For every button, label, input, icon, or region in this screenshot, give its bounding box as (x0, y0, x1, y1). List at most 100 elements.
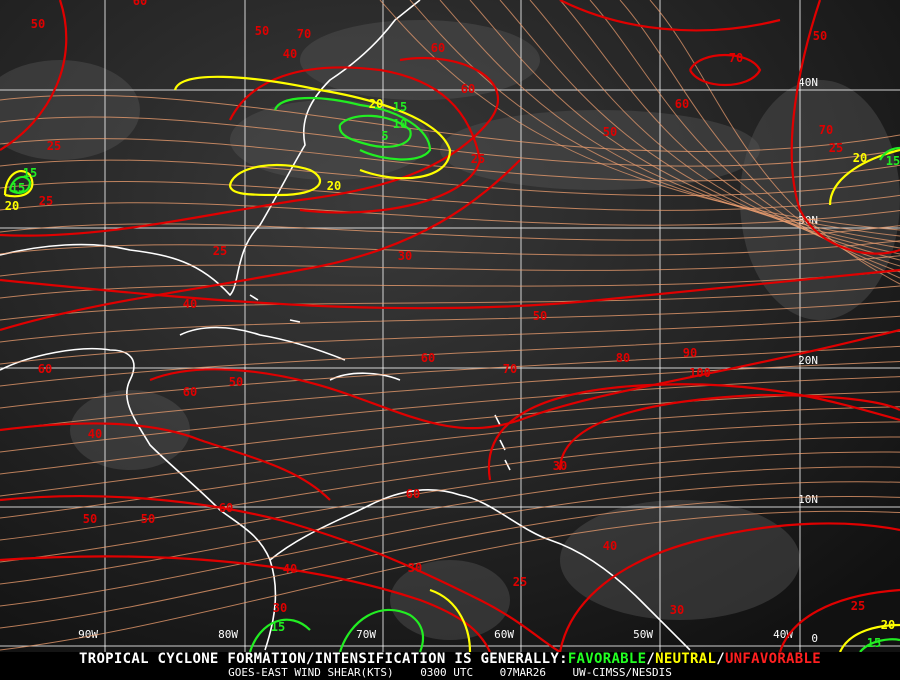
contour-label: 60 (461, 82, 475, 96)
contour-line-favorable (338, 114, 412, 148)
contour-line-neutral (838, 623, 900, 653)
contour-label: 25 (47, 139, 61, 153)
longitude-label: 70W (356, 628, 376, 641)
cloud (560, 500, 800, 620)
contour-label: 50 (813, 29, 827, 43)
contour-label: 25 (39, 194, 53, 208)
contour-label: 50 (255, 24, 269, 38)
contour-line-favorable (338, 608, 425, 653)
contour-line-neutral (173, 75, 452, 180)
shear-contours (0, 0, 900, 653)
contour-line-unfavorable (689, 53, 762, 87)
contour-label: 25 (851, 599, 865, 613)
streamline (0, 94, 900, 153)
contour-label: 50 (533, 309, 547, 323)
contour-line-unfavorable (0, 159, 521, 332)
streamline (0, 315, 900, 365)
legend-favorable: FAVORABLE (567, 651, 647, 667)
longitude-label: 40W (773, 628, 793, 641)
cloud (70, 390, 190, 470)
contour-line-unfavorable (229, 66, 482, 214)
contour-label: 5 (381, 129, 388, 143)
contour-label: 30 (398, 249, 412, 263)
legend-neutral: NEUTRAL (655, 651, 717, 667)
streamline (0, 285, 900, 321)
caption: TROPICAL CYCLONE FORMATION/INTENSIFICATI… (0, 652, 900, 680)
contour-line-unfavorable (559, 0, 781, 32)
contour-line-favorable (859, 638, 900, 653)
contour-label: 20 (881, 618, 895, 632)
streamline (0, 159, 900, 197)
contour-label: 15 (867, 636, 881, 650)
contour-line-favorable (248, 618, 311, 653)
contour-line-unfavorable (0, 422, 331, 501)
coastline (179, 294, 401, 381)
latitude-label: 10N (798, 493, 818, 506)
contour-line-unfavorable (0, 268, 900, 310)
streamline (0, 138, 900, 182)
cloud-layer (0, 20, 900, 640)
cloud (300, 20, 540, 100)
coastline (269, 489, 691, 651)
contour-line-unfavorable (778, 588, 900, 653)
product-time: 0300 UTC (420, 666, 474, 679)
contour-line-neutral (228, 163, 322, 197)
streamline (0, 255, 900, 277)
streamline (0, 376, 900, 453)
contour-label: 50 (229, 375, 243, 389)
streamline (0, 202, 900, 226)
contour-line-unfavorable (790, 0, 900, 255)
contour-line-unfavorable (0, 555, 492, 653)
caption-info-line: GOES-EAST WIND SHEAR(KTS) 0300 UTC 07MAR… (0, 667, 900, 679)
longitude-label: 80W (218, 628, 238, 641)
contour-label: 60 (431, 41, 445, 55)
streamline (0, 481, 900, 607)
latitude-label: 40N (798, 76, 818, 89)
contour-label: 60 (183, 385, 197, 399)
streamline (0, 223, 900, 241)
streamline (0, 510, 900, 651)
contour-line-favorable (8, 175, 32, 194)
contour-label: 40 (603, 539, 617, 553)
contour-label: 50 (31, 17, 45, 31)
contour-label: 60 (675, 97, 689, 111)
legend-separator: / (646, 651, 656, 667)
contour-line-unfavorable (0, 56, 499, 237)
contour-line-unfavorable (0, 0, 68, 151)
streamline (0, 116, 900, 167)
contour-label: 20 (5, 199, 19, 213)
streamline (0, 345, 900, 409)
streamline (0, 421, 900, 519)
contour-label: 15 (11, 181, 25, 195)
streamline (0, 270, 900, 299)
contour-label: 100 (689, 366, 711, 380)
contour-line-unfavorable (0, 495, 561, 653)
legend-unfavorable: UNFAVORABLE (724, 651, 821, 667)
product-name: GOES-EAST WIND SHEAR(KTS) (228, 666, 394, 679)
contour-line-neutral (828, 148, 900, 206)
contour-label: 70 (503, 362, 517, 376)
contour-label: 15 (271, 620, 285, 634)
streamline (0, 496, 900, 629)
streamline (0, 391, 900, 475)
contour-label: 20 (327, 179, 341, 193)
contour-label: 30 (553, 459, 567, 473)
contour-line-favorable (273, 97, 432, 161)
contour-label: 15 (886, 154, 900, 168)
streamline (0, 300, 900, 343)
streamline (0, 330, 900, 387)
contour-label: 40 (283, 47, 297, 61)
contour-label: 30 (670, 603, 684, 617)
contour-label: 15 (23, 166, 37, 180)
streamline (0, 436, 900, 541)
contour-label: 60 (133, 0, 147, 8)
latitude-label: 0 (811, 632, 818, 645)
contour-line-unfavorable (558, 393, 900, 471)
contour-label: 40 (88, 427, 102, 441)
contour-label: 50 (83, 512, 97, 526)
contour-line-neutral (3, 170, 34, 198)
contour-label: 50 (141, 512, 155, 526)
streamline (379, 0, 900, 231)
